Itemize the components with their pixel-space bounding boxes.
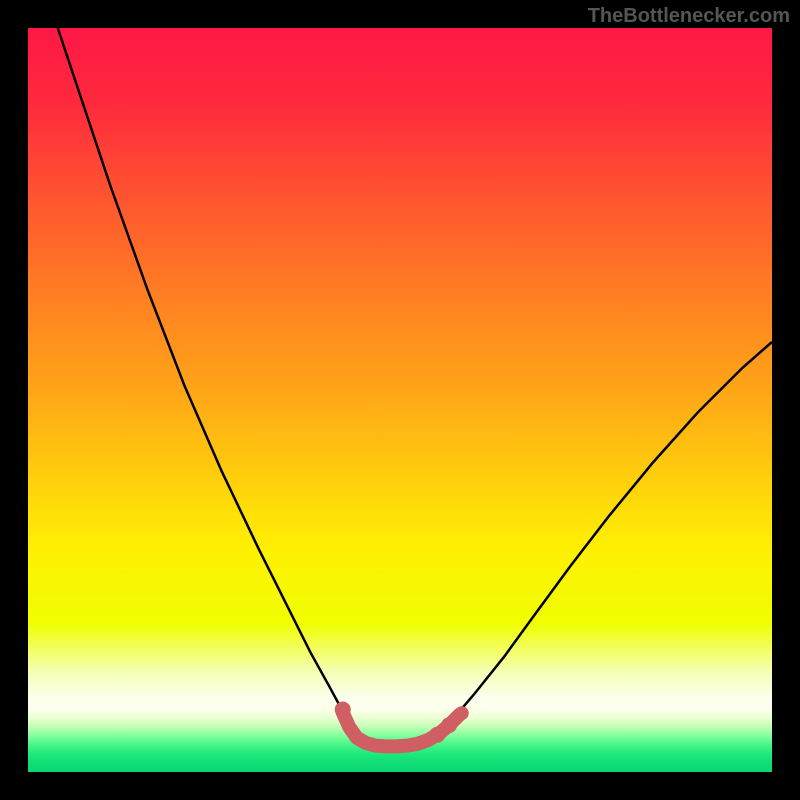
band-dot [455, 706, 469, 720]
bottleneck-chart [0, 0, 800, 800]
band-dot [335, 702, 351, 718]
band-dot [441, 717, 457, 733]
band-dot [345, 723, 359, 737]
plot-background [28, 28, 772, 772]
watermark-text: TheBottlenecker.com [588, 5, 790, 28]
